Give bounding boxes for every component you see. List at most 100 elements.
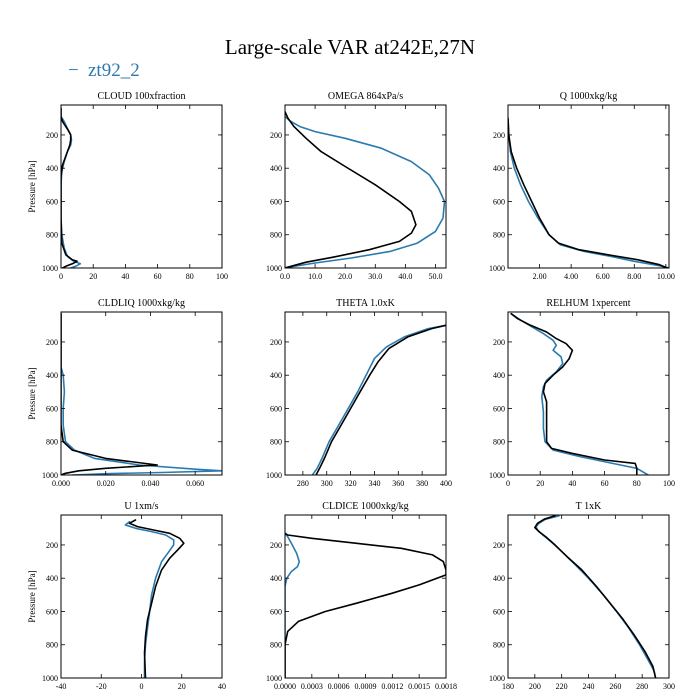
series-line-zt92_2 [61, 107, 82, 268]
y-tick-label: 800 [46, 231, 58, 240]
x-tick-label: 340 [368, 479, 380, 488]
y-tick-label: 400 [493, 574, 505, 583]
y-tick-label: 200 [46, 131, 58, 140]
x-tick-label: 0.0003 [301, 682, 323, 691]
series-line-obs [61, 107, 78, 268]
series-line-obs [285, 110, 417, 268]
plot-frame [60, 104, 223, 269]
x-tick-label: 80 [186, 272, 194, 281]
y-tick-label: 600 [46, 404, 58, 413]
y-tick-label: 200 [46, 338, 58, 347]
legend: − zt92_2 [68, 60, 140, 81]
y-tick-label: 800 [270, 231, 282, 240]
plot-frame [284, 104, 447, 269]
chart-panel-3: Q 1000xkg/kg 200 400 600 800 1000 2.00 4.00 6.00… [489, 91, 675, 281]
y-tick-label: 600 [270, 197, 282, 206]
x-tick-label: 0.0009 [355, 682, 377, 691]
series-line-zt92_2 [61, 312, 222, 475]
y-tick-label: 600 [493, 197, 505, 206]
legend-label: zt92_2 [88, 60, 140, 81]
series-group [510, 312, 649, 475]
x-tick-label: 300 [321, 479, 333, 488]
panel-title: T 1xK [576, 501, 602, 512]
plot-frame [284, 311, 447, 476]
chart-panel-4: CLDLIQ 1000xkg/kg Pressure [hPa] 200 400 600… [27, 298, 223, 488]
x-tick-label: 200 [529, 682, 541, 691]
panel-title: CLOUD 100xfraction [97, 91, 185, 102]
y-tick-label: 1000 [489, 264, 505, 273]
x-tick-label: 240 [583, 682, 595, 691]
x-tick-label: 0.020 [97, 479, 115, 488]
y-axis-label: Pressure [hPa] [27, 570, 37, 622]
y-tick-label: 1000 [489, 674, 505, 683]
x-tick-label: 30.0 [368, 272, 382, 281]
y-tick-label: 1000 [42, 471, 58, 480]
chart-panel-5: THETA 1.0xK 200 400 600 800 1000 280 300 320 340 3… [266, 298, 452, 488]
plot-frame [507, 104, 670, 269]
x-tick-label: 380 [416, 479, 428, 488]
y-tick-label: 200 [493, 541, 505, 550]
x-tick-label: 40 [121, 272, 129, 281]
series-line-zt92_2 [535, 515, 657, 678]
series-line-zt92_2 [508, 117, 669, 268]
series-line-zt92_2 [285, 532, 301, 678]
y-tick-label: 800 [270, 641, 282, 650]
series-group [311, 324, 446, 475]
x-tick-label: 40.0 [398, 272, 412, 281]
x-tick-label: 20 [89, 272, 97, 281]
y-tick-label: 800 [493, 641, 505, 650]
x-tick-label: 0.0000 [274, 682, 296, 691]
panel-title: THETA 1.0xK [336, 298, 395, 309]
series-line-obs [534, 515, 657, 678]
x-tick-label: 0.0006 [328, 682, 350, 691]
x-tick-label: 260 [609, 682, 621, 691]
y-axis-label: Pressure [hPa] [27, 160, 37, 212]
x-tick-label: 50.0 [428, 272, 442, 281]
y-tick-label: 1000 [42, 264, 58, 273]
y-tick-label: 1000 [266, 471, 282, 480]
x-tick-label: 80 [633, 479, 641, 488]
x-tick-label: 0.0015 [408, 682, 430, 691]
panel-title: Q 1000xkg/kg [560, 91, 618, 102]
series-line-obs [510, 312, 638, 475]
series-group [285, 110, 446, 268]
y-tick-label: 600 [46, 197, 58, 206]
series-line-zt92_2 [311, 324, 446, 475]
y-tick-label: 600 [46, 607, 58, 616]
y-tick-label: 400 [46, 371, 58, 380]
series-group [508, 117, 669, 268]
panel-title: CLDICE 1000xkg/kg [322, 501, 408, 512]
x-tick-label: 20.0 [338, 272, 352, 281]
x-tick-label: 0.0 [280, 272, 290, 281]
x-tick-label: 220 [556, 682, 568, 691]
y-tick-label: 200 [493, 338, 505, 347]
x-tick-label: 60 [601, 479, 609, 488]
y-tick-label: 600 [270, 607, 282, 616]
panel-title: CLDLIQ 1000xkg/kg [98, 298, 185, 309]
x-tick-label: 400 [440, 479, 452, 488]
y-tick-label: 800 [270, 438, 282, 447]
series-line-zt92_2 [510, 312, 649, 475]
x-tick-label: 60 [154, 272, 162, 281]
series-line-zt92_2 [285, 115, 446, 268]
x-tick-label: 6.00 [596, 272, 610, 281]
series-group [124, 519, 185, 678]
y-tick-label: 800 [493, 231, 505, 240]
x-tick-label: 0 [59, 272, 63, 281]
plot-frame [507, 311, 670, 476]
y-tick-label: 400 [270, 574, 282, 583]
panel-title: OMEGA 864xPa/s [328, 91, 403, 102]
x-tick-label: -40 [56, 682, 67, 691]
panel-title: U 1xm/s [124, 501, 158, 512]
y-tick-label: 200 [270, 338, 282, 347]
x-tick-label: -20 [96, 682, 107, 691]
x-tick-label: 0.000 [52, 479, 70, 488]
x-tick-label: 100 [216, 272, 228, 281]
y-tick-label: 400 [46, 164, 58, 173]
